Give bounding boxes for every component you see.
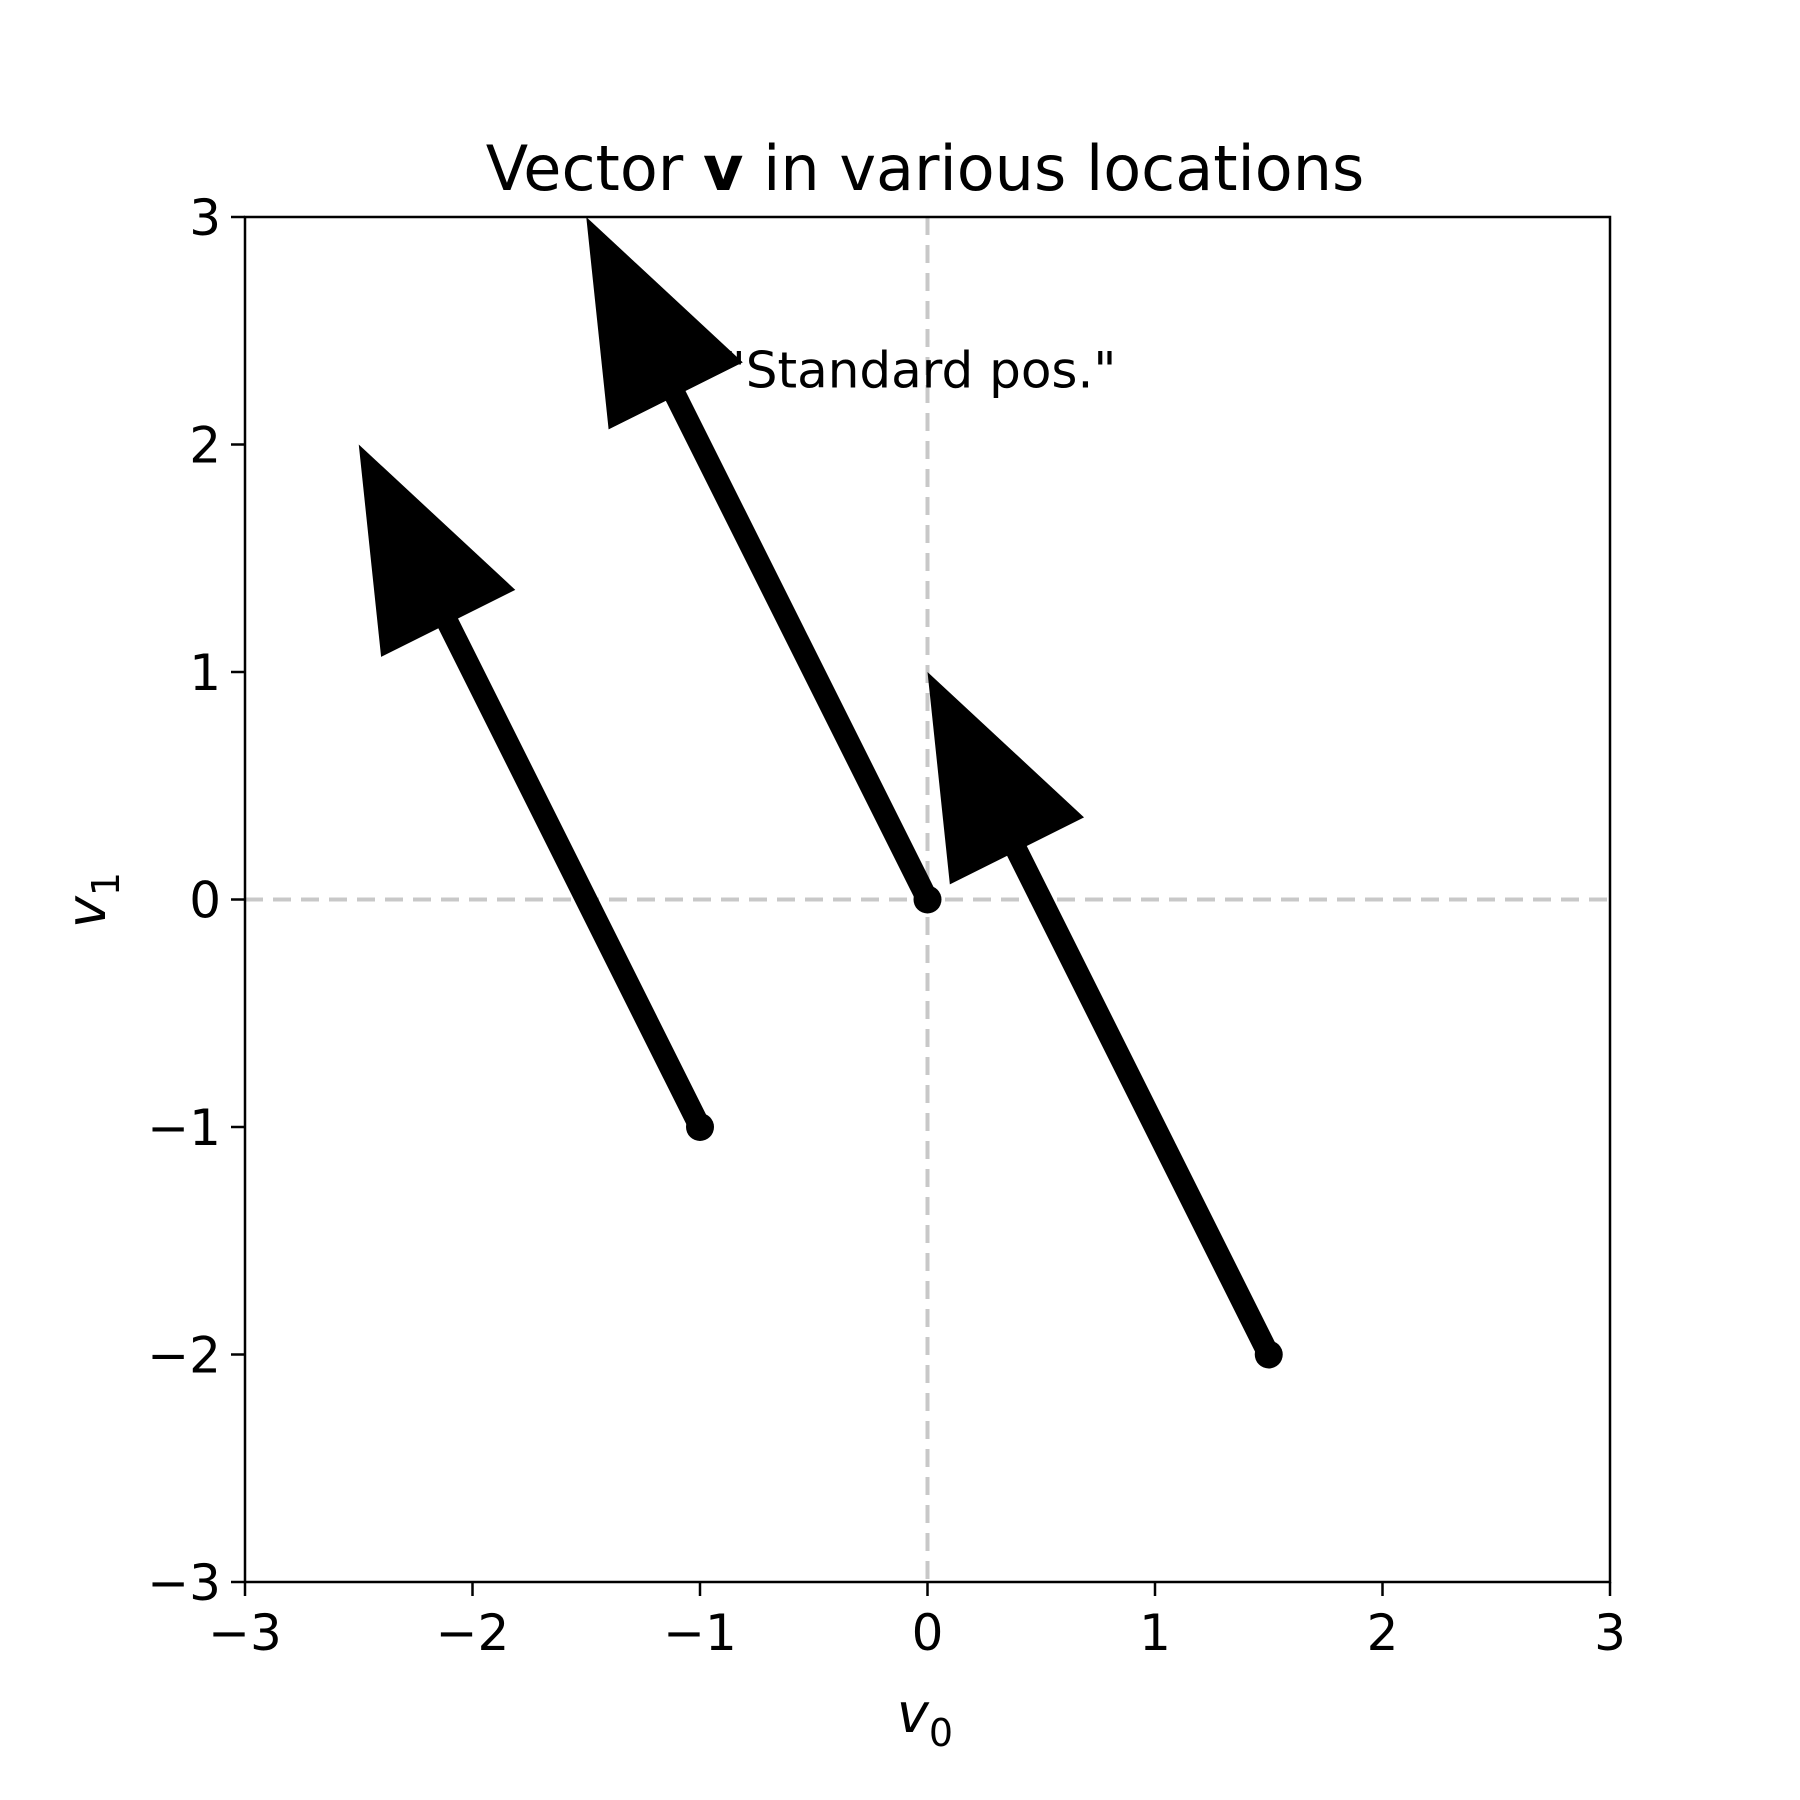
vector-start-point — [1254, 1340, 1283, 1369]
x-tick-label: 0 — [912, 1604, 944, 1662]
vector-shaft — [435, 613, 710, 1132]
y-tick-label: 1 — [189, 644, 221, 702]
vector-head — [586, 217, 743, 430]
y-axis-label: v1 — [55, 872, 128, 928]
chart-title-bold: v — [703, 132, 743, 205]
y-axis-label-sub: 1 — [84, 872, 128, 896]
vector-arrow-3 — [927, 672, 1283, 1369]
y-tick-label: −1 — [147, 1099, 221, 1157]
y-tick-label: 2 — [189, 417, 221, 475]
x-tick-label: −1 — [663, 1604, 737, 1662]
chart-title-suffix: in various locations — [743, 132, 1364, 205]
x-tick-label: 2 — [1367, 1604, 1399, 1662]
x-axis-label-main: v — [897, 1682, 930, 1745]
y-ticks: −3 −2 −1 0 1 2 3 — [147, 189, 245, 1612]
annotations: "Standard pos." — [723, 342, 1117, 400]
y-tick-label: 3 — [189, 189, 221, 247]
x-tick-label: −2 — [436, 1604, 510, 1662]
x-tick-label: 1 — [1139, 1604, 1171, 1662]
vector-start-point — [686, 1113, 714, 1141]
vector-shaft — [663, 385, 938, 905]
vector-arrow-2 — [358, 444, 714, 1141]
chart-title: Vector v in various locations — [486, 132, 1365, 205]
vectors — [358, 217, 1283, 1369]
vector-start-point — [913, 885, 942, 914]
vector-shaft — [1004, 840, 1279, 1360]
y-tick-label: −2 — [147, 1327, 221, 1385]
x-axis-label: v0 — [897, 1682, 953, 1755]
x-ticks: −3 −2 −1 0 1 2 3 — [208, 1582, 1626, 1662]
vector-arrow-1 — [586, 217, 942, 914]
chart-title-prefix: Vector — [486, 132, 703, 205]
y-tick-label: 0 — [189, 872, 221, 930]
vector-head — [927, 672, 1085, 885]
x-tick-label: 3 — [1594, 1604, 1626, 1662]
y-tick-label: −3 — [147, 1554, 221, 1612]
y-axis-label-main: v — [55, 895, 118, 928]
vector-head — [358, 444, 516, 657]
annotation-label: "Standard pos." — [723, 342, 1117, 400]
x-axis-label-sub: 0 — [929, 1711, 953, 1755]
x-tick-label: −3 — [208, 1604, 282, 1662]
